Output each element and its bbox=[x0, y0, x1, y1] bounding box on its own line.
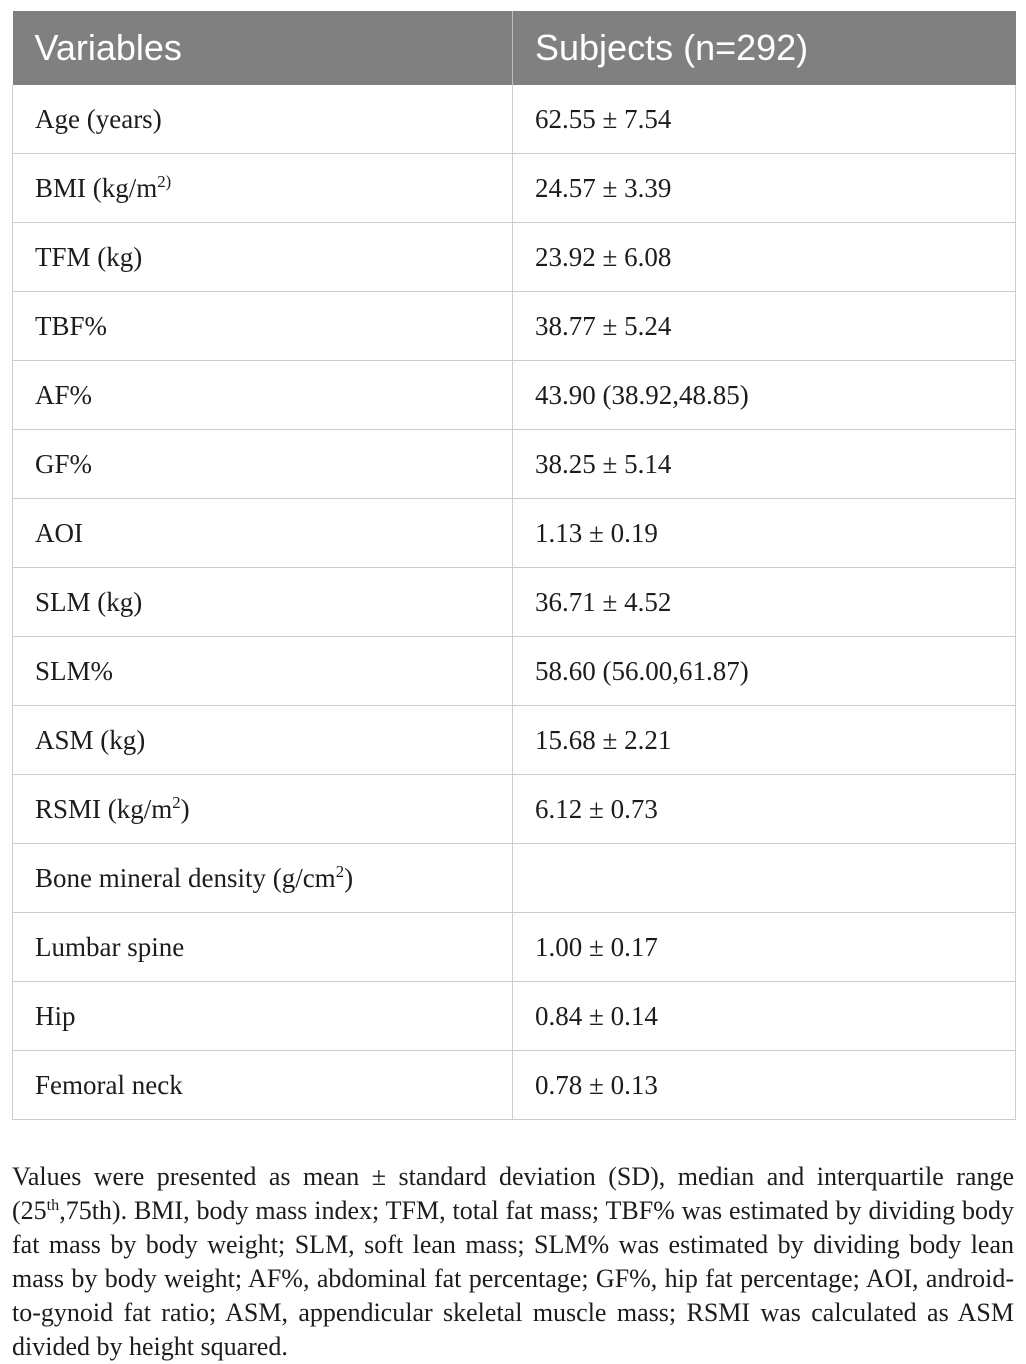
variable-label: Lumbar spine bbox=[12, 912, 513, 982]
table-row-aoi: AOI 1.13 ± 0.19 bbox=[12, 498, 1016, 568]
value-cell: 6.12 ± 0.73 bbox=[512, 774, 1016, 844]
table-footnote: Values were presented as mean ± standard… bbox=[12, 1160, 1014, 1364]
footnote-superscript: th bbox=[46, 1197, 60, 1215]
value-cell: 1.00 ± 0.17 bbox=[512, 912, 1016, 982]
table-row-tbf: TBF% 38.77 ± 5.24 bbox=[12, 291, 1016, 361]
value-cell: 15.68 ± 2.21 bbox=[512, 705, 1016, 775]
column-header-variables: Variables bbox=[12, 11, 513, 85]
footnote-text-part2: ,75th). BMI, body mass index; TFM, total… bbox=[12, 1196, 1014, 1361]
table-row-bmi: BMI (kg/m2) 24.57 ± 3.39 bbox=[12, 153, 1016, 223]
variable-label: RSMI (kg/m2) bbox=[12, 774, 513, 844]
value-cell: 1.13 ± 0.19 bbox=[512, 498, 1016, 568]
value-cell: 38.25 ± 5.14 bbox=[512, 429, 1016, 499]
table-row-hip: Hip 0.84 ± 0.14 bbox=[12, 981, 1016, 1051]
table-row-rsmi: RSMI (kg/m2) 6.12 ± 0.73 bbox=[12, 774, 1016, 844]
value-cell: 0.78 ± 0.13 bbox=[512, 1050, 1016, 1120]
variable-label: Age (years) bbox=[12, 85, 513, 154]
variable-label: GF% bbox=[12, 429, 513, 499]
table-row-af: AF% 43.90 (38.92,48.85) bbox=[12, 360, 1016, 430]
table-row-age: Age (years) 62.55 ± 7.54 bbox=[12, 85, 1016, 154]
variable-label: Femoral neck bbox=[12, 1050, 513, 1120]
variable-label: AOI bbox=[12, 498, 513, 568]
variable-label: Bone mineral density (g/cm2) bbox=[12, 843, 513, 913]
unit-superscript: 2) bbox=[157, 172, 172, 192]
value-cell: 23.92 ± 6.08 bbox=[512, 222, 1016, 292]
subject-characteristics-table: Variables Subjects (n=292) Age (years) 6… bbox=[12, 11, 1016, 1120]
variable-label: TBF% bbox=[12, 291, 513, 361]
table-row-femoral-neck: Femoral neck 0.78 ± 0.13 bbox=[12, 1050, 1016, 1120]
variable-label: Hip bbox=[12, 981, 513, 1051]
column-header-subjects: Subjects (n=292) bbox=[512, 11, 1016, 85]
value-cell: 36.71 ± 4.52 bbox=[512, 567, 1016, 637]
table-row-gf: GF% 38.25 ± 5.14 bbox=[12, 429, 1016, 499]
value-cell: 38.77 ± 5.24 bbox=[512, 291, 1016, 361]
variable-label: SLM (kg) bbox=[12, 567, 513, 637]
value-cell: 58.60 (56.00,61.87) bbox=[512, 636, 1016, 706]
table-header: Variables Subjects (n=292) bbox=[12, 11, 1016, 85]
variable-label: SLM% bbox=[12, 636, 513, 706]
variable-label: BMI (kg/m2) bbox=[12, 153, 513, 223]
table-row-slm: SLM (kg) 36.71 ± 4.52 bbox=[12, 567, 1016, 637]
value-cell bbox=[512, 843, 1016, 913]
value-cell: 0.84 ± 0.14 bbox=[512, 981, 1016, 1051]
unit-superscript: 2 bbox=[335, 862, 345, 882]
table-row-slm-pct: SLM% 58.60 (56.00,61.87) bbox=[12, 636, 1016, 706]
header-row: Variables Subjects (n=292) bbox=[12, 11, 1016, 85]
variable-label: AF% bbox=[12, 360, 513, 430]
table-body: Age (years) 62.55 ± 7.54 BMI (kg/m2) 24.… bbox=[12, 85, 1016, 1120]
footnote-text-part1: Values were presented as mean ± standard… bbox=[12, 1162, 1014, 1225]
variable-label: ASM (kg) bbox=[12, 705, 513, 775]
value-cell: 43.90 (38.92,48.85) bbox=[512, 360, 1016, 430]
table-row-lumbar-spine: Lumbar spine 1.00 ± 0.17 bbox=[12, 912, 1016, 982]
table-row-tfm: TFM (kg) 23.92 ± 6.08 bbox=[12, 222, 1016, 292]
table-row-asm: ASM (kg) 15.68 ± 2.21 bbox=[12, 705, 1016, 775]
value-cell: 24.57 ± 3.39 bbox=[512, 153, 1016, 223]
value-cell: 62.55 ± 7.54 bbox=[512, 85, 1016, 154]
variable-label: TFM (kg) bbox=[12, 222, 513, 292]
table-row-bmd: Bone mineral density (g/cm2) bbox=[12, 843, 1016, 913]
unit-superscript: 2 bbox=[172, 793, 181, 813]
